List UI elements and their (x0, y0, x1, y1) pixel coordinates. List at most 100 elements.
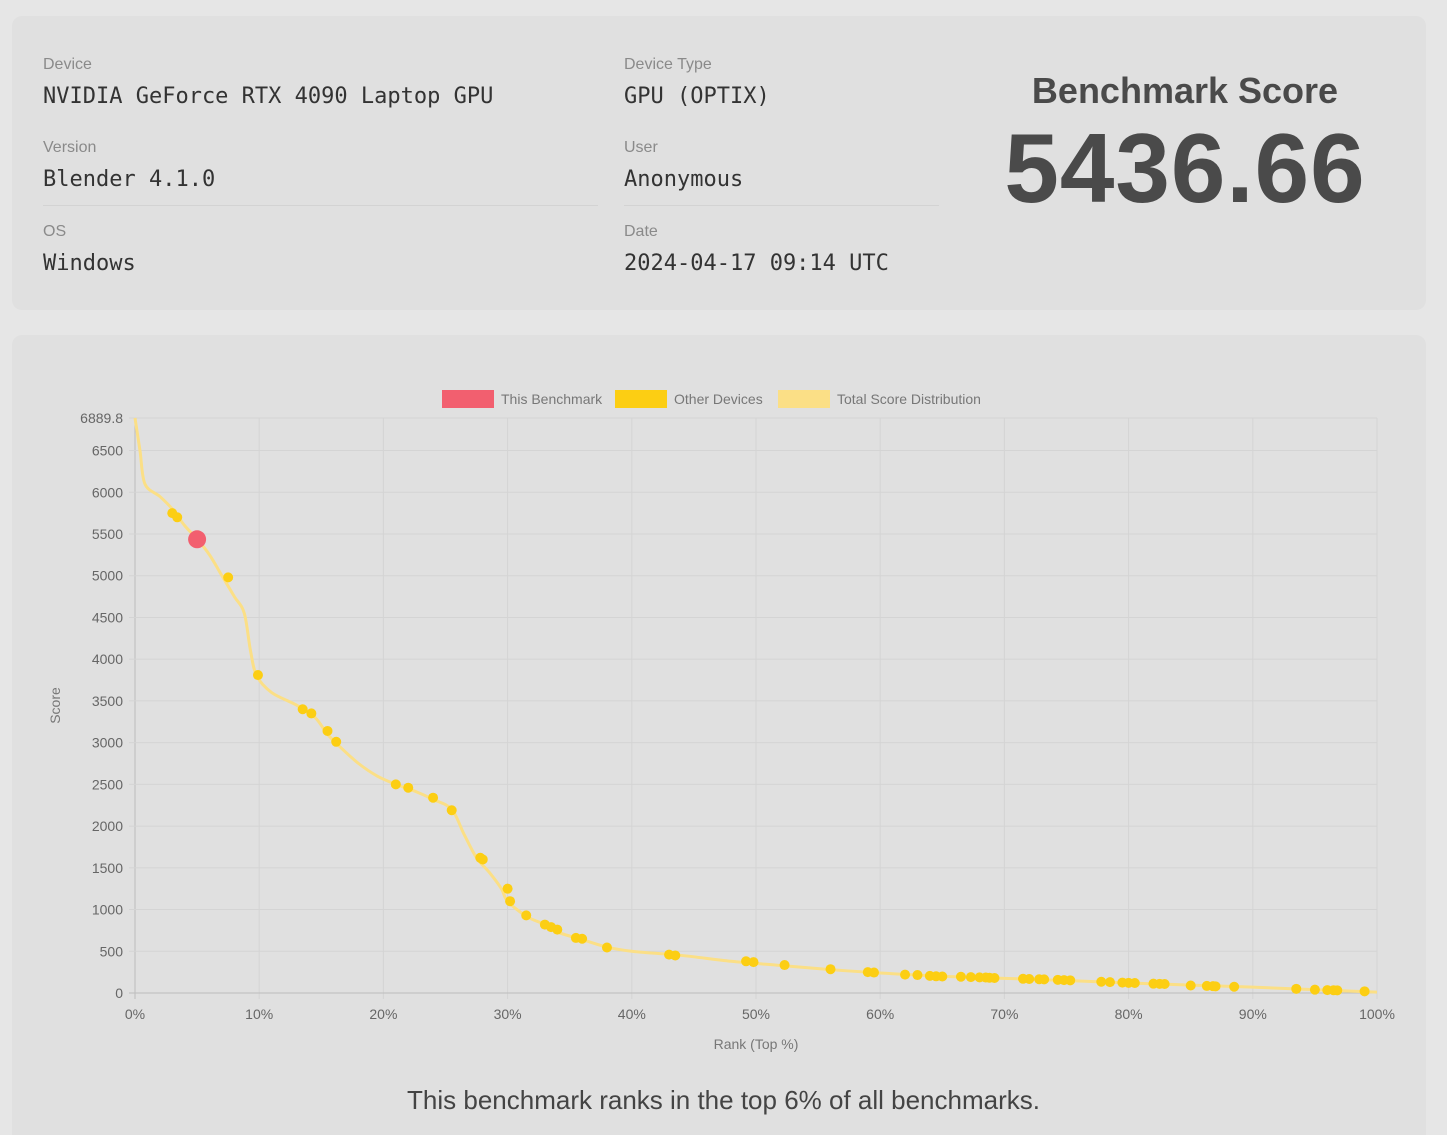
other-device-point (965, 972, 976, 983)
divider-left (43, 205, 598, 206)
other-device-point (390, 779, 401, 790)
rank-summary: This benchmark ranks in the top 6% of al… (407, 1085, 1040, 1115)
other-device-point (748, 957, 759, 968)
x-tick-label: 90% (1239, 1006, 1267, 1022)
other-device-point (1039, 974, 1050, 985)
y-tick-label: 2000 (92, 818, 123, 834)
other-device-point (1096, 976, 1107, 987)
y-tick-label: 4000 (92, 651, 123, 667)
y-axis-label: Score (47, 687, 63, 724)
version-label: Version (43, 139, 97, 156)
x-tick-label: 30% (494, 1006, 522, 1022)
device-type-value: GPU (OPTIX) (624, 84, 770, 109)
other-device-point (172, 512, 183, 523)
y-tick-label: 4500 (92, 609, 123, 625)
x-tick-label: 20% (369, 1006, 397, 1022)
other-device-point (1185, 980, 1196, 991)
other-device-point (912, 970, 923, 981)
x-tick-label: 60% (866, 1006, 894, 1022)
other-device-point (223, 572, 234, 583)
y-tick-label: 6889.8 (80, 410, 123, 426)
other-device-point (446, 805, 457, 816)
os-value: Windows (43, 251, 136, 276)
distribution-line (133, 417, 1378, 994)
y-tick-label: 5000 (92, 568, 123, 584)
other-device-point (825, 964, 836, 975)
other-device-point (297, 704, 308, 715)
other-device-point (252, 670, 263, 681)
legend-swatch (778, 390, 830, 408)
other-device-point (428, 792, 439, 803)
benchmark-score-value: 5436.66 (1004, 113, 1366, 223)
y-tick-label: 3000 (92, 735, 123, 751)
device-type-field: Device Type GPU (OPTIX) (624, 55, 770, 111)
user-value: Anonymous (624, 167, 744, 192)
y-tick-label: 6000 (92, 484, 123, 500)
other-device-point (1210, 981, 1221, 992)
other-device-point (1332, 985, 1343, 996)
device-value: NVIDIA GeForce RTX 4090 Laptop GPU (43, 84, 494, 109)
os-label: OS (43, 223, 67, 240)
y-tick-label: 1500 (92, 860, 123, 876)
other-device-point (1229, 981, 1240, 992)
legend-swatch (615, 390, 667, 408)
other-device-point (779, 960, 790, 971)
other-device-point (306, 708, 317, 719)
os-field: OS Windows (43, 222, 136, 278)
x-tick-label: 50% (742, 1006, 770, 1022)
legend-swatch (442, 390, 494, 408)
benchmark-score-title: Benchmark Score (1031, 70, 1339, 111)
user-field: User Anonymous (624, 138, 743, 194)
x-tick-label: 100% (1359, 1006, 1395, 1022)
other-device-point (322, 725, 333, 736)
other-device-point (900, 969, 911, 980)
score-distribution-chart: 0% 10% 20% 30% 40% 50% 60% 70% 80% 90% 100% 0 500 100… (47, 390, 1395, 1052)
y-tick-label: 5500 (92, 526, 123, 542)
y-tick-label: 6500 (92, 443, 123, 459)
other-device-point (1309, 984, 1320, 995)
date-field: Date 2024-04-17 09:14 UTC (624, 222, 889, 278)
y-tick-label: 0 (115, 985, 123, 1001)
other-device-point (955, 971, 966, 982)
other-device-point (521, 910, 532, 921)
divider-right (624, 205, 939, 206)
other-device-point (403, 782, 414, 793)
date-label: Date (624, 223, 658, 240)
this-benchmark-point (188, 530, 207, 549)
x-tick-label: 0% (125, 1006, 145, 1022)
other-device-point (989, 972, 1000, 983)
other-device-point (477, 854, 488, 865)
other-device-point (1104, 977, 1115, 988)
version-field: Version Blender 4.1.0 (43, 138, 215, 194)
other-device-point (1359, 986, 1370, 997)
other-device-point (1024, 973, 1035, 984)
y-tick-label: 3500 (92, 693, 123, 709)
x-tick-label: 40% (618, 1006, 646, 1022)
legend-label: Other Devices (674, 391, 763, 407)
device-type-label: Device Type (624, 56, 712, 73)
device-info-card: Device NVIDIA GeForce RTX 4090 Laptop GP… (12, 16, 1426, 310)
other-device-point (552, 924, 563, 935)
other-device-point (937, 971, 948, 982)
other-device-point (502, 883, 513, 894)
chart-card: 0% 10% 20% 30% 40% 50% 60% 70% 80% 90% 100% 0 500 100… (12, 335, 1426, 1135)
other-device-point (331, 736, 342, 747)
other-device-point (505, 896, 516, 907)
device-label: Device (43, 56, 92, 73)
y-tick-label: 500 (100, 943, 124, 959)
x-tick-label: 70% (990, 1006, 1018, 1022)
other-device-point (670, 950, 681, 961)
other-device-point (1291, 983, 1302, 994)
x-axis-label: Rank (Top %) (714, 1036, 799, 1052)
other-device-point (868, 967, 879, 978)
other-device-point (1159, 978, 1170, 989)
other-device-point (1065, 975, 1076, 986)
version-value: Blender 4.1.0 (43, 167, 216, 192)
other-device-point (1129, 977, 1140, 988)
x-tick-label: 10% (245, 1006, 273, 1022)
date-value: 2024-04-17 09:14 UTC (624, 251, 889, 276)
legend-label: Total Score Distribution (837, 391, 981, 407)
device-field: Device NVIDIA GeForce RTX 4090 Laptop GP… (43, 55, 493, 111)
other-device-point (601, 942, 612, 953)
user-label: User (624, 139, 658, 156)
